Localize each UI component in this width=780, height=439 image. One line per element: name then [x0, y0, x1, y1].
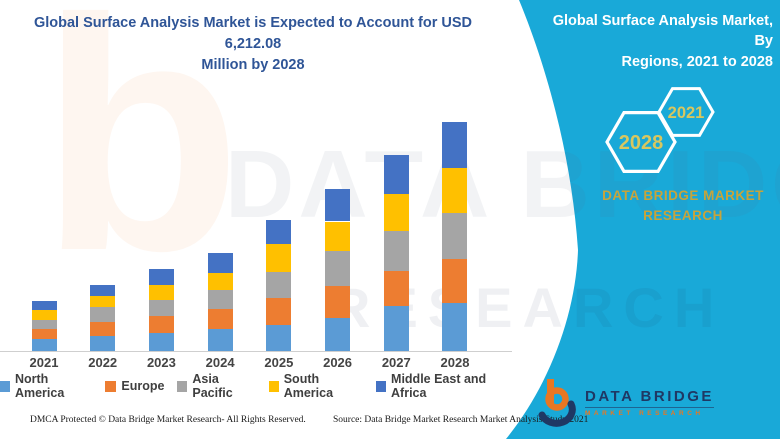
- bar-segment-europe: [90, 321, 116, 336]
- bar-segment-middle-east-and-africa: [90, 284, 116, 296]
- legend-label: Asia Pacific: [192, 372, 233, 400]
- hexagon-2028-label: 2028: [619, 132, 664, 154]
- chart-title-line2: Million by 2028: [201, 57, 305, 74]
- x-axis-label-2024: 2024: [205, 355, 235, 370]
- logo-subtitle: MARKET RESEARCH: [585, 409, 704, 417]
- legend-swatch-icon: [105, 380, 117, 392]
- hexagon-years-graphic: 2021 2028: [605, 87, 715, 174]
- bar-2024: [207, 252, 233, 351]
- bar-segment-europe: [442, 259, 468, 304]
- bar-segment-middle-east-and-africa: [325, 188, 351, 222]
- chart-legend: North America Europe Asia Pacific South Ame…: [0, 372, 512, 400]
- legend-label: South America: [283, 372, 334, 400]
- bar-segment-north-america: [148, 332, 174, 351]
- panel-brand-line2: RESEARCH: [643, 208, 723, 224]
- legend-swatch-icon: [0, 380, 10, 392]
- bar-segment-asia-pacific: [442, 213, 468, 260]
- bar-2023: [148, 269, 174, 351]
- panel-title: Global Surface Analysis Market, By Regio…: [535, 11, 773, 72]
- chart-title: Global Surface Analysis Market is Expect…: [18, 13, 488, 76]
- bar-segment-europe: [266, 297, 292, 326]
- bar-segment-south-america: [90, 295, 116, 307]
- panel-brand-text: DATA BRIDGE MARKET RESEARCH: [593, 186, 773, 227]
- bar-2027: [383, 155, 409, 351]
- bar-segment-middle-east-and-africa: [148, 269, 174, 286]
- bar-segment-asia-pacific: [383, 231, 409, 272]
- data-bridge-logo: DATA BRIDGE MARKET RESEARCH: [536, 377, 714, 427]
- x-axis-label-2021: 2021: [29, 355, 59, 370]
- chart-title-line1: Global Surface Analysis Market is Expect…: [33, 15, 473, 53]
- bar-2022: [90, 284, 116, 351]
- logo-b-bowl: [545, 387, 569, 411]
- bar-segment-south-america: [442, 168, 468, 214]
- hexagon-2021-label: 2021: [668, 104, 705, 122]
- bar-segment-asia-pacific: [148, 299, 174, 317]
- bar-segment-south-america: [148, 285, 174, 300]
- bar-segment-asia-pacific: [90, 306, 116, 322]
- bar-segment-europe: [31, 329, 57, 340]
- bar-segment-south-america: [266, 244, 292, 272]
- panel-brand-line1: DATA BRIDGE MARKET: [602, 188, 764, 203]
- bar-segment-middle-east-and-africa: [442, 121, 468, 169]
- x-axis-label-2025: 2025: [264, 355, 294, 370]
- bar-segment-asia-pacific: [325, 251, 351, 287]
- bar-segment-north-america: [266, 325, 292, 351]
- bar-segment-asia-pacific: [207, 289, 233, 310]
- legend-label: North America: [14, 372, 65, 400]
- legend-item-south-america: South America: [268, 372, 363, 400]
- bar-2021: [31, 301, 57, 351]
- bar-segment-asia-pacific: [31, 320, 57, 330]
- legend-item-middle-east-and-africa: Middle East and Africa: [376, 372, 512, 400]
- legend-swatch-icon: [268, 380, 279, 392]
- legend-item-europe: Europe: [105, 379, 164, 393]
- bar-segment-europe: [207, 309, 233, 330]
- legend-swatch-icon: [376, 380, 387, 392]
- bar-segment-north-america: [207, 329, 233, 351]
- x-axis-labels: 2021 2022 2023 2024 2025 2026 2027 2028: [0, 355, 512, 371]
- legend-swatch-icon: [177, 380, 188, 392]
- bar-segment-north-america: [442, 303, 468, 351]
- bar-segment-middle-east-and-africa: [266, 220, 292, 245]
- bar-segment-south-america: [207, 272, 233, 290]
- bar-segment-north-america: [90, 335, 116, 351]
- logo-text: DATA BRIDGE MARKET RESEARCH: [585, 388, 714, 417]
- bar-segment-europe: [383, 271, 409, 307]
- source-note: Source: Data Bridge Market Research Mark…: [333, 415, 589, 425]
- panel-title-line2: Regions, 2021 to 2028: [621, 53, 773, 70]
- bar-segment-europe: [148, 316, 174, 333]
- x-axis-label-2022: 2022: [88, 355, 118, 370]
- legend-label: Europe: [121, 379, 165, 393]
- stacked-bar-chart: [0, 70, 512, 352]
- bar-segment-europe: [325, 286, 351, 318]
- legend-item-asia-pacific: Asia Pacific: [177, 372, 255, 400]
- bar-segment-middle-east-and-africa: [383, 155, 409, 194]
- bar-2028: [442, 121, 468, 351]
- dmca-notice: DMCA Protected © Data Bridge Market Rese…: [30, 415, 306, 425]
- bar-segment-asia-pacific: [266, 271, 292, 298]
- legend-item-north-america: North America: [0, 372, 92, 400]
- bar-2026: [325, 188, 351, 351]
- legend-label: Middle East and Africa: [391, 372, 487, 400]
- bar-segment-north-america: [383, 306, 409, 351]
- hexagon-2028: [605, 110, 677, 174]
- x-axis-label-2026: 2026: [323, 355, 353, 370]
- logo-name: DATA BRIDGE: [585, 388, 714, 408]
- panel-title-line1: Global Surface Analysis Market, By: [552, 13, 773, 50]
- logo-monogram-icon: [538, 379, 576, 427]
- bar-segment-middle-east-and-africa: [207, 252, 233, 273]
- bar-segment-south-america: [383, 193, 409, 232]
- bar-segment-south-america: [325, 221, 351, 252]
- logo-d-swoosh: [538, 400, 576, 427]
- bar-segment-south-america: [31, 310, 57, 321]
- x-axis-label-2028: 2028: [440, 355, 470, 370]
- bar-segment-north-america: [325, 317, 351, 351]
- x-axis-label-2023: 2023: [146, 355, 176, 370]
- bar-segment-north-america: [31, 339, 57, 351]
- x-axis-label-2027: 2027: [381, 355, 411, 370]
- bar-segment-middle-east-and-africa: [31, 301, 57, 311]
- bar-2025: [266, 220, 292, 351]
